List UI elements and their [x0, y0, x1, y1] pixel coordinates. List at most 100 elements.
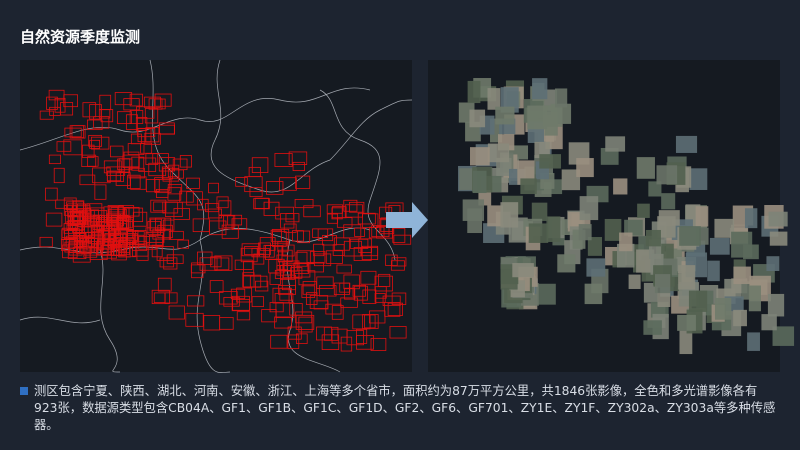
footprint	[360, 270, 377, 285]
image-tile	[654, 274, 671, 294]
image-tile	[657, 292, 671, 308]
footprint	[149, 217, 166, 232]
footprint	[249, 275, 268, 288]
image-tile	[714, 218, 735, 238]
footprint	[106, 166, 126, 176]
footprint	[146, 179, 160, 193]
footprint	[154, 93, 172, 107]
image-tile	[767, 293, 785, 317]
footprint	[66, 201, 84, 211]
footprint	[114, 92, 133, 106]
image-tile	[747, 332, 760, 351]
image-tile	[600, 147, 619, 165]
footprint	[214, 255, 233, 271]
image-tile	[531, 202, 548, 221]
footprint	[275, 302, 295, 319]
footprint	[111, 214, 129, 230]
footprint	[272, 231, 287, 247]
footprint	[144, 108, 159, 124]
footprint	[331, 305, 344, 320]
footprint	[127, 174, 141, 189]
image-tile	[579, 196, 599, 221]
footprint	[156, 246, 174, 261]
footprint	[317, 228, 334, 242]
footprint	[276, 254, 288, 270]
footprint	[60, 238, 78, 251]
footprint	[321, 334, 340, 350]
footprint	[333, 237, 350, 251]
footprint	[145, 127, 160, 143]
image-tile	[688, 290, 708, 312]
image-tile	[487, 88, 501, 110]
footprint	[223, 215, 236, 228]
footprint	[67, 203, 86, 218]
footprint	[53, 167, 65, 184]
footprint	[313, 243, 325, 257]
image-tile	[733, 309, 747, 327]
image-tile	[539, 154, 561, 169]
footprint	[167, 187, 182, 201]
footprint	[331, 207, 343, 220]
image-mosaic	[458, 78, 795, 355]
footprint	[265, 245, 283, 260]
image-tile	[561, 169, 581, 191]
image-tile	[761, 314, 777, 331]
image-tile	[500, 87, 519, 113]
footprint	[371, 225, 390, 238]
image-tile	[557, 254, 576, 273]
footprint	[244, 246, 259, 256]
footprint	[150, 199, 167, 213]
footprint	[340, 297, 358, 308]
footprint	[82, 144, 95, 159]
image-tile	[695, 206, 709, 227]
footprint	[235, 177, 248, 187]
footprint	[118, 239, 131, 254]
footprint	[266, 181, 284, 195]
footprint	[208, 182, 220, 194]
footprint	[117, 158, 133, 171]
footprint	[251, 157, 269, 174]
image-tile	[619, 232, 633, 252]
footprint	[274, 153, 293, 167]
footprint	[370, 337, 387, 351]
footprint	[48, 154, 61, 165]
image-tile	[748, 285, 761, 312]
description: 测区包含宁夏、陕西、湖北、河南、安徽、浙江、上海等多个省市，面积约为87万平方公…	[34, 384, 776, 432]
footprint	[274, 316, 292, 329]
footprint	[128, 167, 145, 179]
footprint	[216, 196, 229, 209]
image-tile	[679, 330, 693, 355]
footprint	[186, 177, 200, 189]
footprint	[281, 274, 296, 291]
image-tile	[495, 106, 515, 125]
footprint	[287, 334, 300, 349]
footprint	[116, 240, 128, 251]
image-tile	[679, 226, 701, 246]
footprint	[358, 238, 373, 253]
footprint	[129, 93, 143, 107]
footprint	[263, 201, 280, 216]
image-tile	[576, 158, 594, 178]
footprint	[39, 236, 53, 248]
footprint	[98, 109, 111, 119]
image-tile	[462, 199, 485, 221]
image-tile	[675, 135, 698, 153]
footprint	[157, 224, 173, 239]
image-tile	[487, 205, 503, 227]
footprint	[309, 295, 329, 309]
footprint	[98, 228, 115, 243]
footprint	[151, 289, 170, 305]
footprint	[221, 224, 239, 239]
footprint	[63, 223, 83, 234]
image-tile	[534, 141, 550, 159]
footprint	[392, 227, 406, 243]
footprint	[86, 238, 104, 251]
footprint	[270, 334, 288, 349]
footprint	[391, 292, 407, 305]
footprint	[87, 119, 103, 131]
footprint	[249, 187, 263, 198]
footprint	[145, 227, 165, 243]
footprint	[356, 328, 368, 344]
footprint	[64, 127, 82, 138]
